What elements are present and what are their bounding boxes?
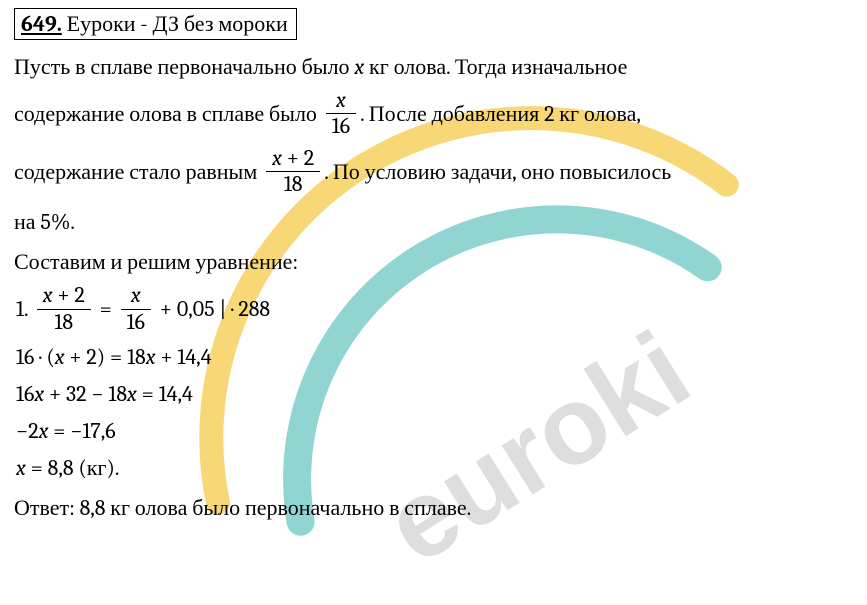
equation-step-3: 16x + 32 − 18x = 14,4 xyxy=(16,378,853,411)
denominator: 18 xyxy=(37,310,91,335)
denominator: 16 xyxy=(326,114,356,139)
fraction-rhs: x 16 xyxy=(121,283,151,335)
fraction-xplus2-over-18: x + 2 18 xyxy=(266,146,320,198)
title-box: 649. Еуроки - ДЗ без мороки xyxy=(14,8,297,40)
text: содержание стало равным xyxy=(14,159,262,185)
document-body: 649. Еуроки - ДЗ без мороки Пусть в спла… xyxy=(0,0,867,539)
var-x: x xyxy=(354,54,364,80)
denominator: 16 xyxy=(121,310,151,335)
paragraph-line-3: содержание стало равным x + 2 18 . По ус… xyxy=(14,148,853,200)
equals: = xyxy=(100,296,117,322)
equation-step-1: 1. x + 2 18 = x 16 + 0,05 | · 288 xyxy=(16,285,853,337)
denominator: 18 xyxy=(266,172,320,197)
text: кг олова. Тогда изначальное xyxy=(364,54,627,80)
paragraph-line-2: содержание олова в сплаве было x 16 . По… xyxy=(14,90,853,142)
text: . По условию задачи, оно повысилось xyxy=(324,159,671,185)
tail: + 0,05 | · 288 xyxy=(160,296,270,322)
answer-line: Ответ: 8,8 кг олова было первоначально в… xyxy=(14,491,853,525)
fraction-x-over-16: x 16 xyxy=(326,88,356,140)
numerator: x xyxy=(326,88,356,114)
var-x: x xyxy=(272,145,282,171)
text: . После добавления 2 кг олова, xyxy=(360,101,641,127)
text: содержание олова в сплаве было xyxy=(14,101,322,127)
step-label: 1. xyxy=(16,296,33,322)
equation-step-5: x = 8,8 (кг). xyxy=(16,452,853,485)
setup-line: Составим и решим уравнение: xyxy=(14,245,853,279)
numerator: x xyxy=(121,283,151,309)
title-text: Еуроки - ДЗ без мороки xyxy=(62,11,288,37)
equation-step-4: −2x = −17,6 xyxy=(16,415,853,448)
fraction-lhs: x + 2 18 xyxy=(37,283,91,335)
paragraph-line-1: Пусть в сплаве первоначально было x кг о… xyxy=(14,50,853,84)
task-number: 649. xyxy=(21,11,62,37)
equation-step-2: 16 · (x + 2) = 18x + 14,4 xyxy=(16,341,853,374)
paragraph-line-4: на 5%. xyxy=(14,205,853,239)
text: Пусть в сплаве первоначально было xyxy=(14,54,354,80)
